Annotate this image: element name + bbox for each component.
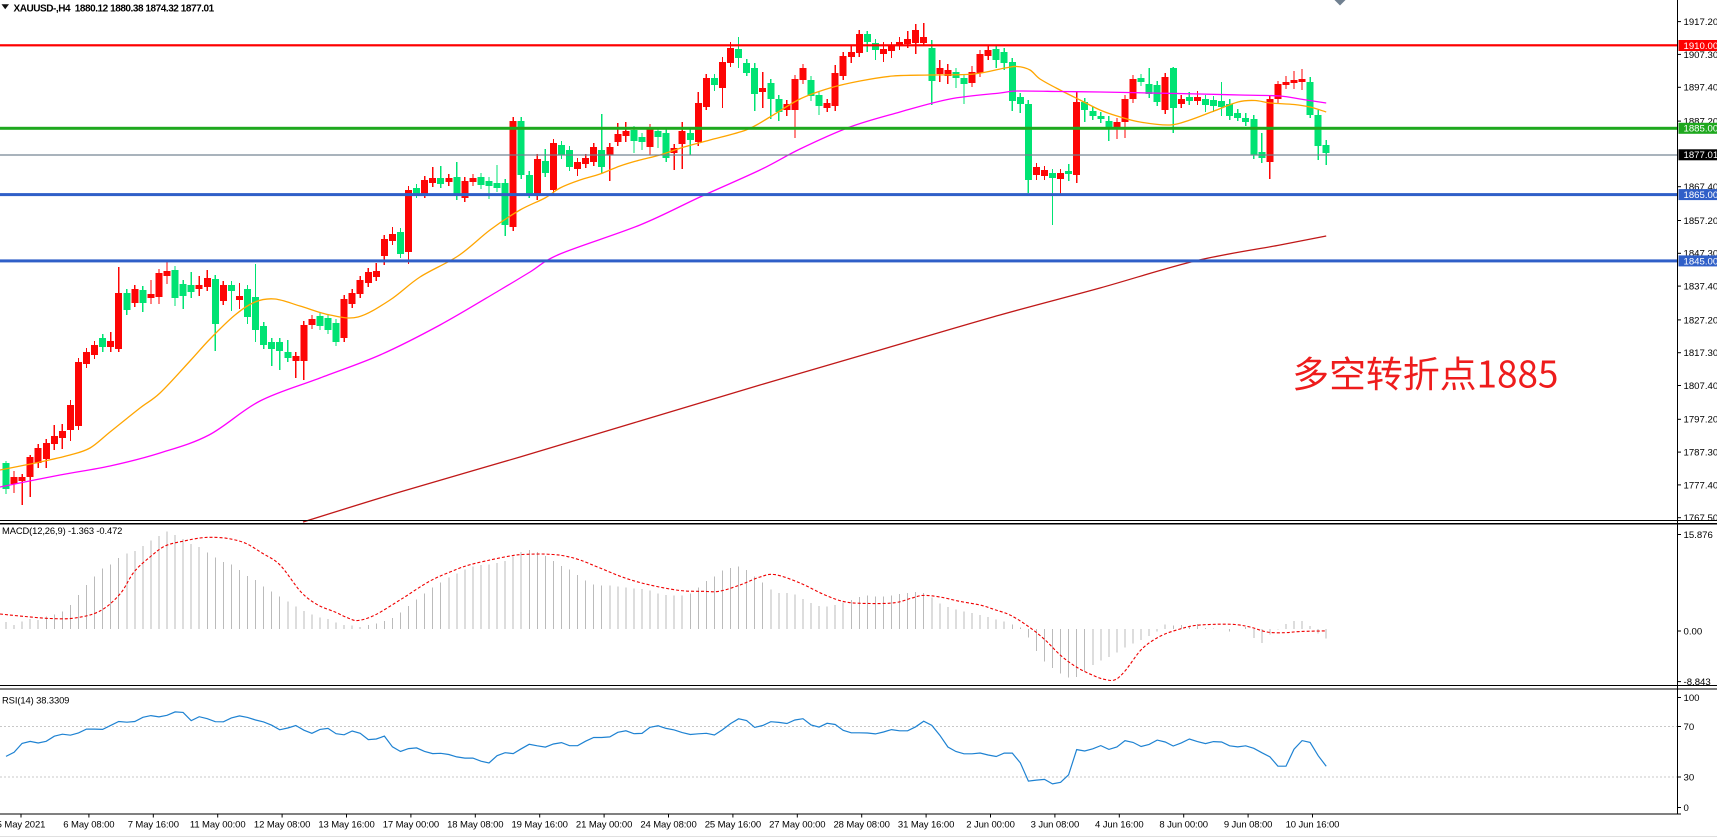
svg-text:1837.40: 1837.40 [1684, 282, 1717, 293]
svg-text:3 Jun 08:00: 3 Jun 08:00 [1031, 820, 1080, 831]
svg-text:100: 100 [1684, 693, 1700, 704]
svg-text:0: 0 [1684, 803, 1689, 814]
svg-text:1910.00: 1910.00 [1684, 41, 1717, 52]
svg-text:70: 70 [1684, 722, 1695, 733]
svg-text:1887.20: 1887.20 [1684, 117, 1717, 128]
svg-text:1857.20: 1857.20 [1684, 216, 1717, 227]
svg-text:1827.20: 1827.20 [1684, 315, 1717, 326]
svg-text:15.876: 15.876 [1684, 530, 1713, 541]
svg-text:1817.30: 1817.30 [1684, 348, 1717, 359]
svg-text:MACD(12,26,9) -1.363 -0.472: MACD(12,26,9) -1.363 -0.472 [2, 525, 122, 536]
svg-text:1777.40: 1777.40 [1684, 480, 1717, 491]
svg-text:1865.00: 1865.00 [1684, 190, 1717, 201]
svg-text:27 May 00:00: 27 May 00:00 [769, 820, 825, 831]
svg-text:28 May 08:00: 28 May 08:00 [834, 820, 890, 831]
svg-text:13 May 16:00: 13 May 16:00 [318, 820, 374, 831]
svg-text:31 May 16:00: 31 May 16:00 [898, 820, 954, 831]
svg-text:1907.30: 1907.30 [1684, 50, 1717, 61]
svg-text:4 Jun 16:00: 4 Jun 16:00 [1095, 820, 1144, 831]
svg-text:10 Jun 16:00: 10 Jun 16:00 [1286, 820, 1340, 831]
svg-text:24 May 08:00: 24 May 08:00 [640, 820, 696, 831]
svg-text:1917.20: 1917.20 [1684, 17, 1717, 28]
svg-text:1797.20: 1797.20 [1684, 415, 1717, 426]
svg-text:17 May 00:00: 17 May 00:00 [383, 820, 439, 831]
svg-text:6 May 08:00: 6 May 08:00 [63, 820, 114, 831]
svg-text:0.00: 0.00 [1684, 626, 1703, 637]
svg-text:1877.01: 1877.01 [1684, 150, 1717, 161]
svg-text:7 May 16:00: 7 May 16:00 [128, 820, 179, 831]
svg-text:11 May 00:00: 11 May 00:00 [190, 820, 246, 831]
svg-text:12 May 08:00: 12 May 08:00 [254, 820, 310, 831]
svg-text:8 Jun 00:00: 8 Jun 00:00 [1159, 820, 1208, 831]
svg-text:1807.40: 1807.40 [1684, 381, 1717, 392]
svg-text:25 May 16:00: 25 May 16:00 [705, 820, 761, 831]
svg-text:1847.30: 1847.30 [1684, 249, 1717, 260]
svg-text:18 May 08:00: 18 May 08:00 [447, 820, 503, 831]
svg-text:1767.50: 1767.50 [1684, 513, 1717, 524]
svg-text:XAUUSD-,H4 1880.12 1880.38 18: XAUUSD-,H4 1880.12 1880.38 1874.32 1877.… [14, 4, 215, 15]
svg-text:1787.30: 1787.30 [1684, 448, 1717, 459]
svg-text:-8.843: -8.843 [1684, 677, 1711, 688]
svg-text:RSI(14) 38.3309: RSI(14) 38.3309 [2, 695, 69, 706]
svg-text:1845.00: 1845.00 [1684, 256, 1717, 267]
svg-text:21 May 00:00: 21 May 00:00 [576, 820, 632, 831]
svg-text:19 May 16:00: 19 May 16:00 [512, 820, 568, 831]
svg-text:5 May 2021: 5 May 2021 [0, 820, 45, 831]
svg-text:9 Jun 08:00: 9 Jun 08:00 [1224, 820, 1273, 831]
svg-text:2 Jun 00:00: 2 Jun 00:00 [966, 820, 1015, 831]
svg-text:1867.40: 1867.40 [1684, 182, 1717, 193]
svg-text:30: 30 [1684, 772, 1695, 783]
svg-text:1897.40: 1897.40 [1684, 83, 1717, 94]
svg-text:1885.00: 1885.00 [1684, 124, 1717, 135]
